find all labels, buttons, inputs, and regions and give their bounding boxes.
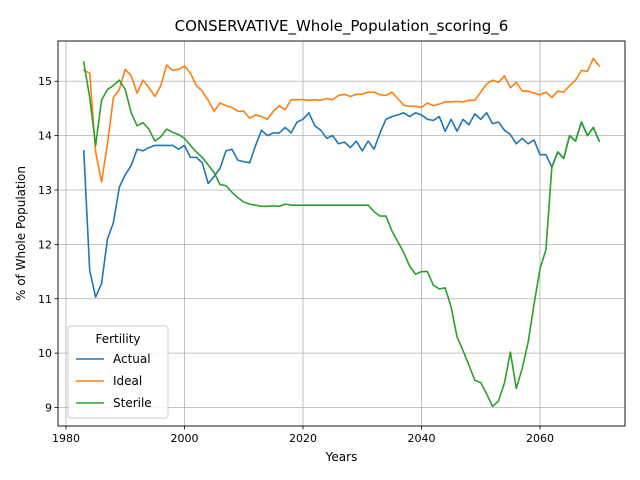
y-tick-label: 14 <box>38 130 52 143</box>
grid <box>58 41 625 426</box>
y-tick-label: 10 <box>38 347 52 360</box>
y-tick-label: 12 <box>38 238 52 251</box>
x-tick-label: 2040 <box>407 432 435 445</box>
legend-label-actual: Actual <box>113 352 151 366</box>
series-line-ideal <box>82 57 601 183</box>
y-tick-label: 9 <box>45 402 52 415</box>
series-lines <box>82 57 601 408</box>
plot-frame <box>57 40 626 427</box>
legend-items: Actual Ideal Sterile <box>76 352 152 410</box>
chart-title: CONSERVATIVE_Whole_Population_scoring_6 <box>175 17 509 36</box>
legend-label-ideal: Ideal <box>113 374 142 388</box>
legend-title: Fertility <box>95 332 140 346</box>
x-axis-ticks: 1980 2000 2020 2040 2060 <box>52 426 554 445</box>
x-tick-label: 2020 <box>289 432 317 445</box>
x-tick-label: 2000 <box>170 432 198 445</box>
y-axis-ticks: 9 10 11 12 13 14 15 <box>38 75 58 415</box>
y-tick-label: 15 <box>38 75 52 88</box>
x-tick-label: 1980 <box>52 432 80 445</box>
series-line-sterile <box>82 61 601 408</box>
x-axis-label: Years <box>325 450 358 464</box>
series-line-actual <box>82 111 601 298</box>
legend-box <box>67 325 169 419</box>
y-tick-label: 11 <box>38 293 52 306</box>
legend: Fertility Actual Ideal Sterile <box>67 325 169 419</box>
legend-label-sterile: Sterile <box>113 396 152 410</box>
y-axis-label: % of Whole Population <box>14 166 28 301</box>
y-tick-label: 13 <box>38 184 52 197</box>
x-tick-label: 2060 <box>526 432 554 445</box>
